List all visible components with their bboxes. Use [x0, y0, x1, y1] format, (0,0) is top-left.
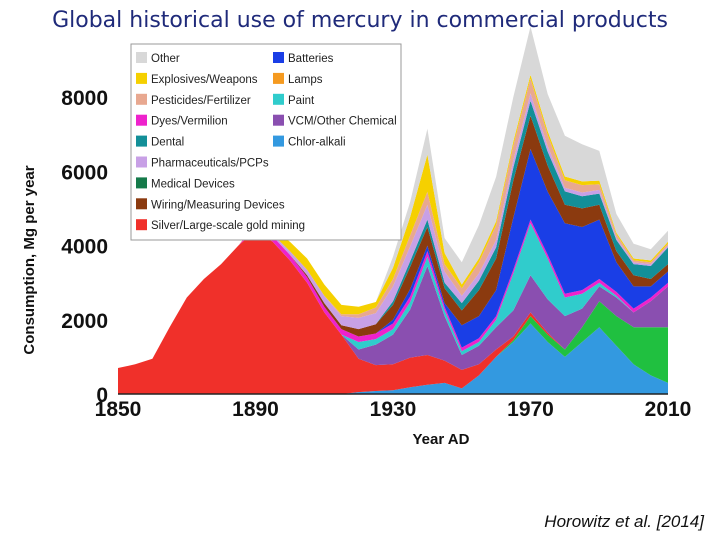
legend-swatch — [136, 93, 147, 105]
legend-label: Lamps — [288, 74, 323, 86]
legend-label: Paint — [288, 95, 315, 107]
y-tick-label: 2000 — [61, 310, 108, 333]
citation: Horowitz et al. [2014] — [544, 512, 704, 531]
legend-swatch — [136, 198, 147, 210]
x-tick-label: 1930 — [370, 398, 417, 421]
legend-label: Chlor-alkali — [288, 137, 346, 149]
x-tick-label: 1970 — [507, 398, 554, 421]
legend-swatch — [136, 219, 147, 231]
legend-swatch — [273, 114, 284, 126]
legend-label: Medical Devices — [151, 178, 235, 190]
legend-swatch — [136, 72, 147, 84]
legend-label: Dental — [151, 137, 184, 149]
legend-label: Pharmaceuticals/PCPs — [151, 158, 269, 170]
legend-swatch — [136, 177, 147, 189]
series-area-artisanal-gold-mining-1 — [118, 301, 668, 394]
legend-swatch — [273, 93, 284, 105]
series-area-chlor-alkali-0 — [118, 323, 668, 394]
y-tick-label: 8000 — [61, 87, 108, 110]
series-area-paint-7 — [118, 223, 668, 368]
series-area-wiring-measuring-devices-10 — [118, 115, 668, 368]
y-tick-label: 0 — [96, 384, 108, 407]
legend-swatch — [136, 135, 147, 147]
legend-label: Explosives/Weapons — [151, 74, 258, 86]
legend-swatch — [273, 135, 284, 147]
legend-swatch — [136, 52, 147, 63]
chart-title: Global historical use of mercury in comm… — [52, 8, 668, 33]
x-tick-label: 1850 — [95, 398, 142, 421]
legend-swatch — [273, 52, 284, 63]
plot-area: Artisanal gold mining — [118, 26, 668, 394]
axes: 0 2000 4000 6000 8000 1850 1890 1930 1970 2010 — [61, 87, 691, 421]
legend-label: Batteries — [288, 53, 334, 65]
x-axis-label: Year AD — [413, 431, 470, 448]
series-area-silver-large-scale-gold-mining-2 — [118, 230, 668, 394]
x-tick-label: 1890 — [232, 398, 279, 421]
x-tick-label: 2010 — [645, 398, 692, 421]
legend-label: Silver/Large-scale gold mining — [151, 220, 305, 232]
y-tick-label: 6000 — [61, 161, 108, 184]
legend-swatch — [273, 72, 284, 84]
legend-label: Wiring/Measuring Devices — [151, 199, 285, 211]
legend-label: Dyes/Vermilion — [151, 116, 228, 128]
legend-box — [130, 43, 402, 241]
y-tick-label: 4000 — [61, 236, 108, 259]
series-area-vcm-other-chemical-6 — [118, 230, 668, 370]
series-area-batteries-9 — [118, 149, 668, 368]
legend-label: Other — [151, 53, 180, 65]
legend-label: VCM/Other Chemical — [288, 116, 397, 128]
legend-swatch — [136, 156, 147, 168]
legend-swatch — [136, 114, 147, 126]
legend: Other Explosives/Weapons Pesticides/Fertil… — [130, 43, 402, 241]
legend-label: Pesticides/Fertilizer — [151, 95, 251, 107]
y-axis-label: Consumption, Mg per year — [21, 165, 38, 354]
